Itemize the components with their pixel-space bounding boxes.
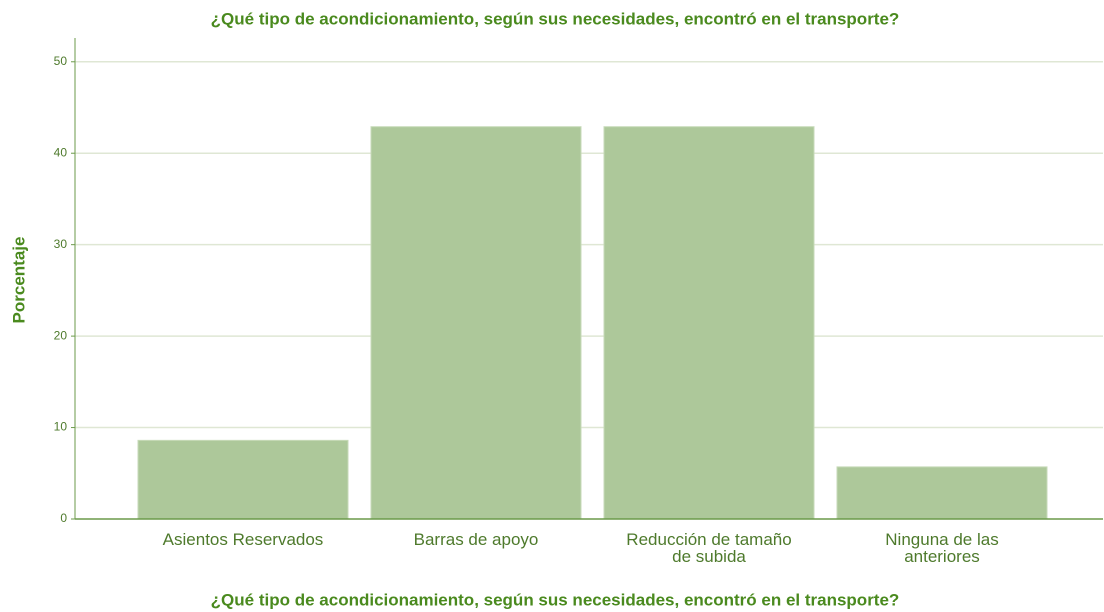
x-axis-title: ¿Qué tipo de acondicionamiento, según su… [211, 590, 900, 609]
y-tick-label: 0 [60, 511, 67, 525]
y-tick-label: 20 [54, 328, 68, 342]
bar [836, 466, 1048, 520]
y-axis-title: Porcentaje [9, 237, 28, 324]
chart-title: ¿Qué tipo de acondicionamiento, según su… [211, 9, 900, 28]
bar [137, 439, 349, 520]
x-tick-label: Reducción de tamaño de subida [626, 530, 792, 566]
y-tick-label: 10 [54, 420, 68, 434]
bar [370, 126, 582, 520]
y-tick-label: 30 [54, 237, 68, 251]
x-tick-label: Ninguna de las anteriores [885, 530, 999, 566]
y-tick-label: 40 [54, 145, 68, 159]
bar [603, 126, 815, 520]
x-tick-label: Asientos Reservados [162, 530, 324, 549]
x-tick-label: Barras de apoyo [413, 530, 539, 549]
y-tick-label: 50 [54, 54, 68, 68]
